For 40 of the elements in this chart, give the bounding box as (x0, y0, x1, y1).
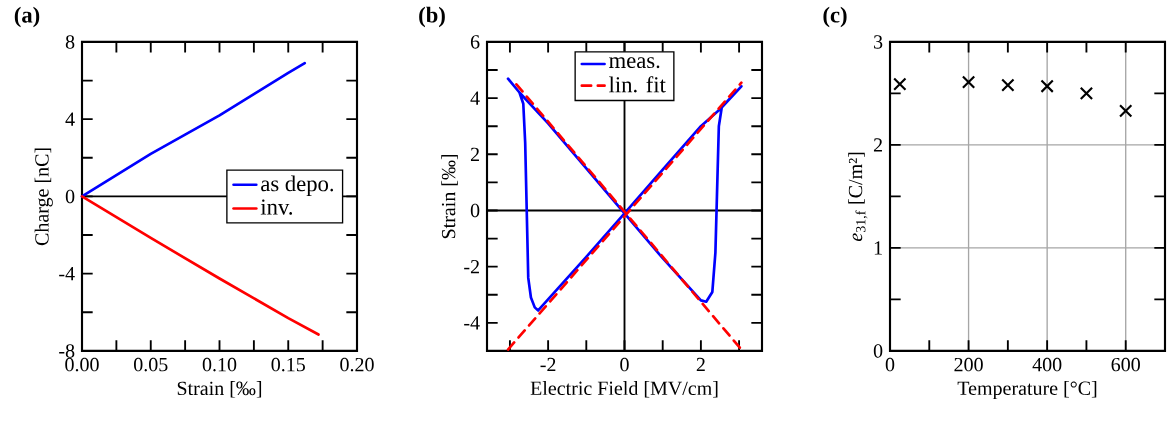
x-tick-label: 0 (885, 357, 895, 372)
y-tick-label: 3 (874, 35, 883, 49)
x-axis-title: Temperature [°C] (957, 380, 1097, 400)
y-axis-title: Strain [‰] (441, 154, 458, 239)
x-tick-label: 0.10 (202, 357, 237, 372)
y-tick-label: 0 (873, 344, 883, 358)
y-tick-label: 6 (470, 35, 480, 49)
chart-title: (b) (419, 6, 445, 28)
x-tick-label: 0.15 (271, 357, 305, 372)
y-tick-label: 0 (65, 189, 75, 204)
y-axis-title: e$_{31,f}$ [C/m²] (848, 152, 868, 242)
legend-label: inv. (260, 199, 293, 215)
x-tick-label: 400 (1032, 357, 1062, 372)
y-tick-label: 2 (873, 138, 882, 152)
legend-label: meas. (609, 57, 660, 69)
legend-label: as depo. (261, 175, 334, 196)
x-tick-label: 0.05 (134, 357, 168, 372)
y-tick-label: 1 (874, 241, 882, 255)
y-tick-label: -2 (464, 260, 479, 274)
y-tick-label: 4 (470, 91, 480, 105)
chart-title: (a) (14, 6, 40, 28)
y-tick-label: 0 (470, 203, 480, 218)
x-axis-title: Strain [‰] (177, 381, 262, 398)
y-tick-label: 8 (65, 35, 75, 49)
x-tick-label: 0.00 (65, 357, 99, 372)
series-label: lin. fit (609, 76, 666, 93)
y-tick-label: 2 (470, 147, 479, 161)
y-tick-label: -4 (464, 316, 480, 330)
y-tick-label: 4 (65, 112, 75, 126)
y-tick-label: -8 (59, 344, 75, 358)
x-axis-title: Electric Field [MV/cm] (530, 380, 718, 398)
x-tick-label: 2 (696, 357, 705, 372)
y-axis-title: Charge [nC] (34, 148, 53, 246)
x-tick-label: 0 (620, 357, 629, 372)
x-tick-label: 600 (1111, 357, 1140, 372)
x-tick-label: -2 (540, 357, 556, 372)
x-tick-label: 200 (954, 357, 983, 372)
y-tick-label: -4 (59, 267, 75, 281)
chart-title: (c) (823, 6, 847, 28)
x-tick-label: 0.20 (340, 357, 374, 372)
